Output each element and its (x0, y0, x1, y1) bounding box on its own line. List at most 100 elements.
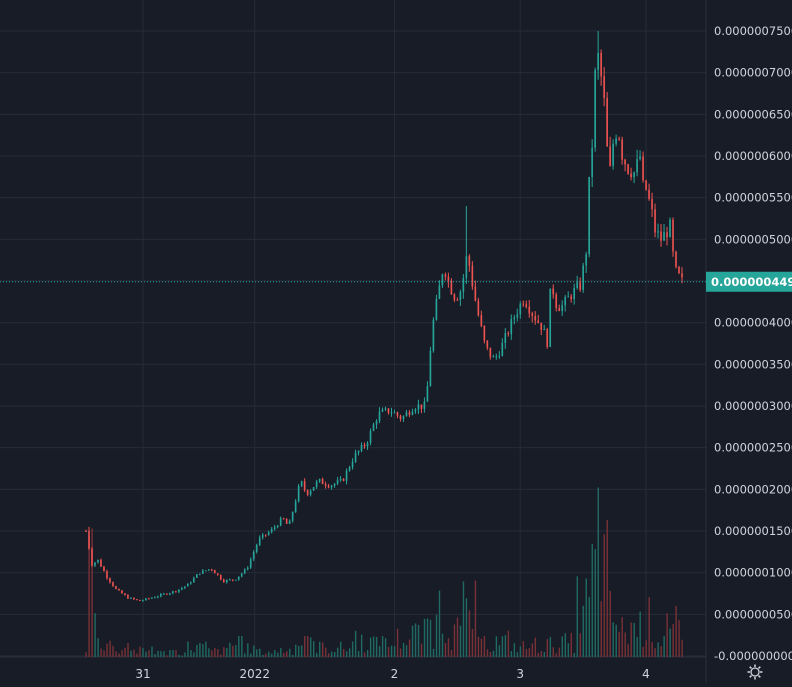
candle-body (579, 282, 581, 290)
candle-body (85, 531, 87, 532)
candle-body (624, 159, 626, 165)
volume-bar (444, 643, 447, 657)
volume-bar (567, 643, 569, 657)
volume-bar (199, 642, 201, 657)
candle-body (669, 219, 671, 238)
volume-bar (304, 636, 306, 657)
volume-bar (588, 597, 590, 657)
candle-body (270, 528, 273, 533)
time-axis[interactable]: 31 2022 2 3 4 (135, 667, 650, 681)
candle-body (157, 596, 159, 598)
candle-body (630, 173, 632, 178)
volume-bar (196, 644, 198, 657)
volume-bar (627, 644, 629, 657)
candle-body (190, 582, 192, 584)
volume-bar (250, 653, 252, 657)
candle-body (546, 329, 549, 347)
candle-body (543, 329, 546, 331)
time-tick-label: 2022 (239, 667, 270, 681)
candle-body (405, 412, 408, 417)
candle-body (435, 299, 438, 320)
candle-body (609, 146, 611, 166)
candle-body (276, 525, 279, 528)
volume-bar (178, 654, 180, 657)
time-tick-label: 3 (516, 667, 524, 681)
candle-body (210, 569, 213, 571)
candle-body (288, 520, 291, 524)
candle-body (585, 254, 587, 266)
volume-bar (453, 624, 456, 657)
volume-bar (507, 630, 510, 657)
price-tick-label: 0.0000005500 (714, 191, 792, 205)
candle-body (291, 511, 294, 521)
volume-bar (423, 618, 426, 657)
candle-body (417, 404, 420, 410)
volume-bar (91, 528, 93, 657)
candle-body (492, 356, 495, 358)
candle-body (279, 518, 282, 526)
candle-body (495, 356, 498, 358)
candle-body (309, 490, 312, 495)
volume-bar (100, 648, 102, 657)
candle-body (600, 52, 602, 77)
candle-body (462, 277, 465, 293)
volume-bar (187, 641, 189, 657)
candle-body (306, 490, 309, 495)
candle-body (558, 308, 561, 311)
candle-body (375, 421, 378, 425)
candle-body (402, 416, 405, 420)
volume-bar (88, 536, 90, 657)
candle-body (234, 579, 237, 581)
volume-bar (357, 651, 360, 657)
candle-body (534, 315, 537, 321)
candle-body (678, 266, 680, 274)
volume-bar (97, 638, 99, 657)
price-tick-label: 0.0000007500 (714, 24, 792, 38)
volume-bar (271, 653, 273, 657)
candle-body (618, 138, 620, 140)
candle-body (408, 412, 411, 415)
candle-body (441, 274, 444, 286)
candle-body (555, 294, 558, 309)
volume-bar (399, 648, 402, 657)
candle-body (357, 450, 360, 453)
candle-body (240, 573, 243, 577)
gear-icon-tooth (758, 675, 761, 678)
candle-body (429, 350, 432, 387)
candle-body (621, 139, 623, 160)
volume-bar (537, 652, 540, 657)
candle-body (207, 569, 210, 571)
candle-body (363, 444, 366, 447)
candle-body (636, 159, 638, 173)
volume-bar (241, 636, 243, 657)
volume-bar (286, 651, 288, 657)
candle-body (561, 305, 564, 311)
volume-bar (474, 580, 477, 657)
volume-bar (130, 650, 132, 657)
volume-bar (525, 648, 528, 657)
candle-body (486, 340, 489, 348)
candle-body (216, 573, 219, 576)
candle-body (645, 180, 647, 190)
price-axis[interactable]: 0.0000007500 0.0000007000 0.0000006500 0.00… (714, 24, 792, 663)
price-tick-label: -0.0000000000 (714, 649, 792, 663)
gear-icon[interactable] (747, 664, 763, 680)
candle-body (588, 176, 590, 255)
volume-bar (133, 649, 135, 657)
volume-bar (220, 654, 222, 657)
candle-body (94, 562, 96, 566)
gear-icon-tooth (749, 675, 752, 678)
candle-body (330, 485, 333, 488)
candle-body (243, 569, 246, 574)
candle-body (115, 586, 117, 590)
candle-body (438, 285, 441, 300)
candle-body (489, 347, 492, 357)
volume-bar (277, 652, 279, 657)
volume-bar (681, 639, 683, 657)
candle-body (312, 487, 315, 491)
candle-body (124, 593, 126, 596)
candle-body (198, 573, 201, 575)
volume-bar (468, 610, 471, 657)
